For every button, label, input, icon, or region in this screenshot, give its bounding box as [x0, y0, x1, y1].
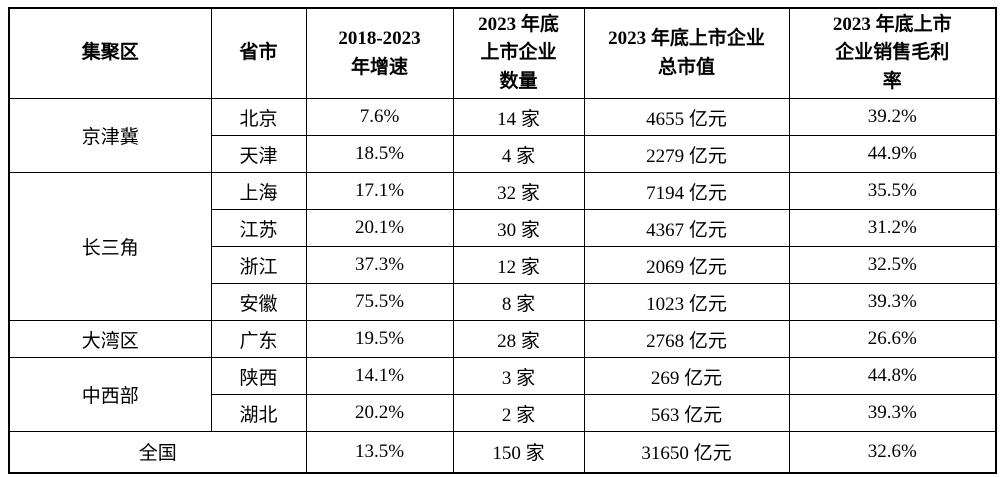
region-cell: 京津冀 [8, 98, 212, 173]
margin-cell: 35.5% [788, 172, 997, 210]
header-province: 省市 [210, 7, 307, 99]
count-cell: 4 家 [452, 135, 585, 173]
market-cap-cell: 31650 亿元 [583, 431, 790, 473]
market-cap-cell: 1023 亿元 [583, 283, 790, 321]
table-header-row: 集聚区 省市 2018-2023 年增速 2023 年底 上市企业 数量 202… [8, 7, 997, 99]
national-label-cell: 全国 [8, 431, 307, 473]
growth-cell: 18.5% [305, 135, 454, 173]
header-growth-rate: 2018-2023 年增速 [305, 7, 454, 99]
growth-cell: 20.2% [305, 394, 454, 432]
growth-cell: 37.3% [305, 246, 454, 284]
growth-cell: 20.1% [305, 209, 454, 247]
table-row: 中西部 陕西 14.1% 3 家 269 亿元 44.8% [8, 357, 997, 432]
growth-cell: 19.5% [305, 320, 454, 358]
count-cell: 2 家 [452, 394, 585, 432]
growth-cell: 14.1% [305, 357, 454, 395]
count-cell: 32 家 [452, 172, 585, 210]
margin-cell: 32.6% [788, 431, 997, 473]
market-cap-cell: 2279 亿元 [583, 135, 790, 173]
count-cell: 28 家 [452, 320, 585, 358]
province-cell: 广东 [210, 320, 307, 358]
region-cell: 中西部 [8, 357, 212, 432]
province-cell: 浙江 [210, 246, 307, 284]
regional-listed-companies-table-container: 集聚区 省市 2018-2023 年增速 2023 年底 上市企业 数量 202… [8, 7, 997, 474]
table-row: 浙江 37.3% 12 家 2069 亿元 32.5% [9, 246, 997, 284]
count-cell: 150 家 [452, 431, 585, 473]
region-cell: 长三角 [8, 172, 212, 321]
growth-cell: 13.5% [305, 431, 454, 473]
margin-cell: 44.9% [788, 135, 997, 173]
margin-cell: 39.3% [788, 394, 997, 432]
regional-listed-companies-table: 集聚区 省市 2018-2023 年增速 2023 年底 上市企业 数量 202… [8, 7, 997, 474]
province-cell: 天津 [210, 135, 307, 173]
count-cell: 3 家 [452, 357, 585, 395]
margin-cell: 26.6% [788, 320, 997, 358]
table-row: 天津 18.5% 4 家 2279 亿元 44.9% [9, 135, 997, 173]
growth-cell: 75.5% [305, 283, 454, 321]
header-market-cap: 2023 年底上市企业 总市值 [583, 7, 790, 99]
province-cell: 陕西 [210, 357, 307, 395]
growth-cell: 17.1% [305, 172, 454, 210]
margin-cell: 31.2% [788, 209, 997, 247]
count-cell: 14 家 [452, 98, 585, 136]
market-cap-cell: 563 亿元 [583, 394, 790, 432]
province-cell: 江苏 [210, 209, 307, 247]
margin-cell: 39.3% [788, 283, 997, 321]
table-row: 安徽 75.5% 8 家 1023 亿元 39.3% [9, 283, 997, 321]
margin-cell: 39.2% [788, 98, 997, 136]
table-row: 湖北 20.2% 2 家 563 亿元 39.3% [9, 394, 997, 432]
table-row-national-total: 全国 13.5% 150 家 31650 亿元 32.6% [8, 431, 997, 473]
province-cell: 安徽 [210, 283, 307, 321]
count-cell: 30 家 [452, 209, 585, 247]
province-cell: 北京 [210, 98, 307, 136]
table-row: 大湾区 广东 19.5% 28 家 2768 亿元 26.6% [8, 320, 997, 358]
province-cell: 湖北 [210, 394, 307, 432]
market-cap-cell: 7194 亿元 [583, 172, 790, 210]
province-cell: 上海 [210, 172, 307, 210]
table-row: 江苏 20.1% 30 家 4367 亿元 31.2% [9, 209, 997, 247]
count-cell: 8 家 [452, 283, 585, 321]
market-cap-cell: 4655 亿元 [583, 98, 790, 136]
header-cluster-region: 集聚区 [8, 7, 212, 99]
market-cap-cell: 2768 亿元 [583, 320, 790, 358]
header-gross-margin: 2023 年底上市 企业销售毛利 率 [788, 7, 997, 99]
header-listed-count: 2023 年底 上市企业 数量 [452, 7, 585, 99]
margin-cell: 32.5% [788, 246, 997, 284]
market-cap-cell: 2069 亿元 [583, 246, 790, 284]
growth-cell: 7.6% [305, 98, 454, 136]
margin-cell: 44.8% [788, 357, 997, 395]
region-cell: 大湾区 [8, 320, 212, 358]
market-cap-cell: 269 亿元 [583, 357, 790, 395]
market-cap-cell: 4367 亿元 [583, 209, 790, 247]
table-row: 长三角 上海 17.1% 32 家 7194 亿元 35.5% [8, 172, 997, 321]
table-row: 京津冀 北京 7.6% 14 家 4655 亿元 39.2% [8, 98, 997, 173]
count-cell: 12 家 [452, 246, 585, 284]
